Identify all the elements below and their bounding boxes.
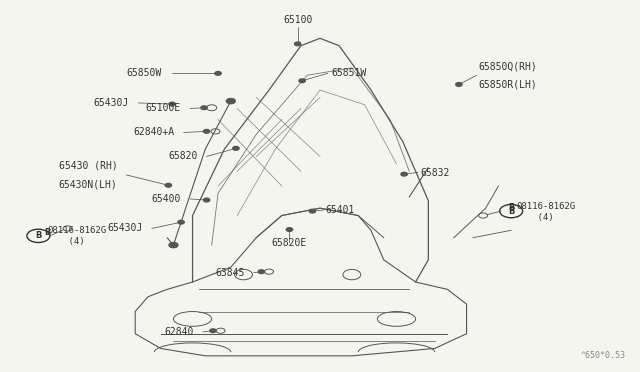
Text: 65100E: 65100E — [146, 103, 181, 113]
Text: 63845: 63845 — [216, 268, 245, 278]
Text: 65851W: 65851W — [332, 68, 367, 78]
Circle shape — [210, 329, 216, 333]
Text: 65430N(LH): 65430N(LH) — [59, 179, 117, 189]
Circle shape — [201, 106, 207, 110]
Circle shape — [233, 147, 239, 150]
Text: 08116-8162G
    (4): 08116-8162G (4) — [516, 202, 575, 222]
Text: ^650*0.53: ^650*0.53 — [581, 350, 626, 359]
Circle shape — [286, 228, 292, 231]
Text: 62840+A: 62840+A — [134, 128, 175, 138]
Text: B: B — [508, 206, 515, 216]
Text: 65850R(LH): 65850R(LH) — [478, 80, 537, 89]
Circle shape — [227, 99, 236, 104]
Text: B: B — [44, 228, 51, 237]
Circle shape — [299, 79, 305, 83]
Text: 65832: 65832 — [420, 168, 450, 178]
Text: 62840: 62840 — [164, 327, 194, 337]
Circle shape — [169, 243, 178, 248]
Circle shape — [178, 220, 184, 224]
Text: 08116-8162G
    (4): 08116-8162G (4) — [47, 226, 106, 246]
Circle shape — [215, 71, 221, 75]
Text: 65820E: 65820E — [272, 238, 307, 248]
Circle shape — [169, 102, 175, 106]
Circle shape — [456, 83, 462, 86]
Text: 65100: 65100 — [283, 15, 312, 25]
Text: 65401: 65401 — [325, 205, 355, 215]
Text: 65850Q(RH): 65850Q(RH) — [478, 61, 537, 71]
Text: B: B — [35, 231, 42, 240]
Text: 65430 (RH): 65430 (RH) — [59, 161, 117, 171]
Circle shape — [258, 270, 264, 273]
Text: 65850W: 65850W — [127, 68, 162, 78]
Circle shape — [204, 198, 210, 202]
Circle shape — [165, 183, 172, 187]
Circle shape — [294, 42, 301, 46]
Text: 65430J: 65430J — [108, 224, 143, 234]
Text: B: B — [508, 203, 515, 212]
Text: 65820: 65820 — [168, 151, 198, 161]
Circle shape — [401, 172, 407, 176]
Text: 65430J: 65430J — [93, 98, 129, 108]
Text: 65400: 65400 — [152, 194, 181, 204]
Circle shape — [204, 129, 210, 133]
Circle shape — [309, 209, 316, 213]
